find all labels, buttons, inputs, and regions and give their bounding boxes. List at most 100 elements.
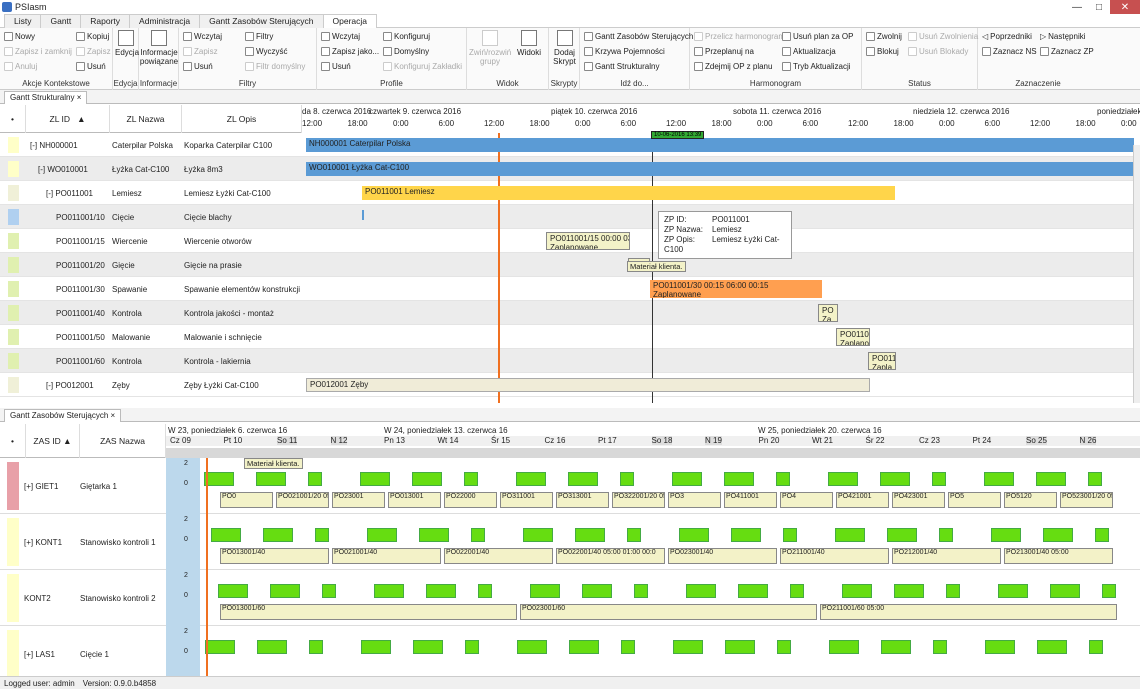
resource-bar[interactable]: PO022001/40 xyxy=(444,548,553,564)
filter-save-button[interactable]: Zapisz xyxy=(183,47,218,56)
unschedule-button[interactable]: Zdejmij OP z planu xyxy=(694,62,772,71)
cancel-button[interactable]: Anuluj xyxy=(4,62,37,71)
resource-row[interactable]: [+] KONT1 Stanowisko kontroli 1 2 0 PO013… xyxy=(0,514,1140,570)
related-info-button[interactable]: Informacje powiązane xyxy=(139,28,179,66)
tab-operacja[interactable]: Operacja xyxy=(322,14,377,29)
table-row[interactable]: PO011001/15 Wiercenie Wiercenie otworów xyxy=(0,229,1140,253)
recalc-button[interactable]: Przelicz harmonogram xyxy=(694,32,785,41)
resource-bar[interactable]: PO23001 xyxy=(332,492,385,508)
reschedule-button[interactable]: Przeplanuj na xyxy=(694,47,754,56)
resource-bar[interactable]: PO013001 xyxy=(388,492,441,508)
table-row[interactable]: PO011001/40 Kontrola Kontrola jakości - … xyxy=(0,301,1140,325)
col-zl-opis[interactable]: ZL Opis xyxy=(182,105,302,133)
delete-button[interactable]: Usuń xyxy=(76,62,106,71)
vertical-scrollbar[interactable] xyxy=(1133,145,1140,403)
op-marker[interactable] xyxy=(362,210,364,220)
table-row[interactable]: [-] PO011001 Lemiesz Lemiesz Łyżki Cat-C… xyxy=(0,181,1140,205)
col-indicator[interactable]: • xyxy=(0,105,26,133)
save-button[interactable]: Zapisz xyxy=(76,47,111,56)
save-close-button[interactable]: Zapisz i zamknij xyxy=(4,47,72,56)
resource-bar[interactable]: PO313001 xyxy=(556,492,609,508)
collapse-groups-button[interactable]: Zwiń/rozwiń grupy xyxy=(469,28,511,66)
resource-bar[interactable]: PO5120 xyxy=(1004,492,1057,508)
gantt-bar[interactable]: WO010001 Łyżka Cat-C100 xyxy=(306,162,1134,176)
copy-button[interactable]: Kopiuj xyxy=(76,32,109,41)
resource-bar[interactable]: PO013001/40 xyxy=(220,548,329,564)
gantt-bar[interactable]: PO011001/30 00:15 06:00 00:15 Zaplanowane xyxy=(650,280,822,298)
filters-button[interactable]: Filtry xyxy=(245,32,273,41)
profile-delete-button[interactable]: Usuń xyxy=(321,62,351,71)
table-row[interactable]: PO011001/30 Spawanie Spawanie elementów … xyxy=(0,277,1140,301)
tab-raporty[interactable]: Raporty xyxy=(80,14,131,28)
gantt-bar[interactable]: PO01100 Zaplano xyxy=(836,328,870,346)
tab-gantt-zasobow[interactable]: Gantt Zasobów Sterujących xyxy=(199,14,324,28)
maximize-button[interactable]: □ xyxy=(1095,1,1103,13)
minimize-button[interactable]: — xyxy=(1072,1,1082,13)
resource-bar[interactable]: PO5 xyxy=(948,492,1001,508)
select-ns-button[interactable]: Zaznacz NS xyxy=(982,47,1037,56)
col-zl-id[interactable]: ZL ID ▲ xyxy=(26,105,110,133)
filter-default-button[interactable]: Filtr domyślny xyxy=(245,62,305,71)
resource-bar[interactable]: PO023001/40 xyxy=(668,548,777,564)
resource-bar[interactable]: PO021001/40 xyxy=(332,548,441,564)
release-button[interactable]: Zwolnij xyxy=(866,32,902,41)
gantt-bar[interactable]: PO011 Zapla xyxy=(868,352,896,370)
tab-gantt-strukturalny[interactable]: Gantt Strukturalny × xyxy=(4,91,88,104)
resource-bar[interactable]: PO211001/60 05:00 xyxy=(820,604,1117,620)
table-row[interactable]: PO011001/50 Malowanie Malowanie i schnię… xyxy=(0,325,1140,349)
resource-bar[interactable]: PO213001/40 05:00 xyxy=(1004,548,1113,564)
resource-row[interactable]: [+] GIET1 Giętarka 1 2 0 PO0 PO021001/20 0… xyxy=(0,458,1140,514)
gantt-bar[interactable]: PO011001 Lemiesz xyxy=(362,186,895,200)
filter-load-button[interactable]: Wczytaj xyxy=(183,32,222,41)
tab-listy[interactable]: Listy xyxy=(4,14,42,28)
goto-capacity-button[interactable]: Krzywa Pojemności xyxy=(584,47,665,56)
resource-bar[interactable]: PO211001/40 xyxy=(780,548,889,564)
configure-tabs-button[interactable]: Konfiguruj Zakładki xyxy=(383,62,462,71)
col-zas-nazwa[interactable]: ZAS Nazwa xyxy=(80,424,166,458)
filter-delete-button[interactable]: Usuń xyxy=(183,62,213,71)
predecessors-button[interactable]: ◁ Poprzedniki xyxy=(982,32,1032,41)
resource-bar[interactable]: PO3 xyxy=(668,492,721,508)
table-row[interactable]: [-] PO012001 Zęby Zęby Łyżki Cat-C100 xyxy=(0,373,1140,397)
col2-indicator[interactable]: • xyxy=(0,424,26,458)
resource-bar[interactable]: PO311001 xyxy=(500,492,553,508)
table-row[interactable]: PO011001/60 Kontrola Kontrola - lakierni… xyxy=(0,349,1140,373)
close-tab-icon[interactable]: × xyxy=(76,93,82,102)
resource-row[interactable]: [+] LAS1 Cięcie 1 2 0 xyxy=(0,626,1140,676)
goto-gantt-zs-button[interactable]: Gantt Zasobów Sterujących xyxy=(584,32,693,41)
remove-releases-button[interactable]: Usuń Zwolnienia xyxy=(908,32,978,41)
tab-gantt-zasobow[interactable]: Gantt Zasobów Sterujących × xyxy=(4,409,122,422)
select-zp-button[interactable]: Zaznacz ZP xyxy=(1040,47,1094,56)
filter-clear-button[interactable]: Wyczyść xyxy=(245,47,287,56)
table-row[interactable]: PO011001/20 Gięcie Gięcie na prasie xyxy=(0,253,1140,277)
resource-bar[interactable]: PO4 xyxy=(780,492,833,508)
block-button[interactable]: Blokuj xyxy=(866,47,899,56)
resource-bar[interactable]: PO021001/20 05:00 03:00 xyxy=(276,492,329,508)
gantt-bar[interactable]: PO012001 Zęby xyxy=(306,378,870,392)
profile-load-button[interactable]: Wczytaj xyxy=(321,32,360,41)
add-script-button[interactable]: Dodaj Skrypt xyxy=(550,28,579,66)
table-row[interactable]: PO011001/10 Cięcie Cięcie blachy xyxy=(0,205,1140,229)
col-zas-id[interactable]: ZAS ID ▲ xyxy=(26,424,80,458)
update-button[interactable]: Aktualizacja xyxy=(782,47,836,56)
update-mode-button[interactable]: Tryb Aktualizacji xyxy=(782,62,851,71)
profile-configure-button[interactable]: Konfiguruj xyxy=(383,32,430,41)
goto-gantt-str-button[interactable]: Gantt Strukturalny xyxy=(584,62,659,71)
resource-bar[interactable]: PO022001/40 05:00 01:00 00:0 xyxy=(556,548,665,564)
gantt-bar[interactable]: PO Za xyxy=(818,304,838,322)
tab-gantt[interactable]: Gantt xyxy=(40,14,82,28)
close-button[interactable]: ✕ xyxy=(1110,0,1140,14)
resource-bar[interactable]: PO423001 xyxy=(892,492,945,508)
profile-save-as-button[interactable]: Zapisz jako... xyxy=(321,47,379,56)
resource-bar[interactable]: PO023001/60 xyxy=(520,604,817,620)
resource-bar[interactable]: PO0 xyxy=(220,492,273,508)
remove-blocks-button[interactable]: Usuń Blokady xyxy=(908,47,968,56)
close-tab-icon[interactable]: × xyxy=(110,411,116,420)
col-zl-nazwa[interactable]: ZL Nazwa xyxy=(110,105,182,133)
edit-button[interactable]: Edycja xyxy=(115,28,139,57)
resource-bar[interactable]: PO22000 xyxy=(444,492,497,508)
resource-bar[interactable]: PO411001 xyxy=(724,492,777,508)
scroll-strip[interactable] xyxy=(166,448,1140,458)
remove-plan-button[interactable]: Usuń plan za OP xyxy=(782,32,853,41)
resource-bar[interactable]: PO212001/40 xyxy=(892,548,1001,564)
